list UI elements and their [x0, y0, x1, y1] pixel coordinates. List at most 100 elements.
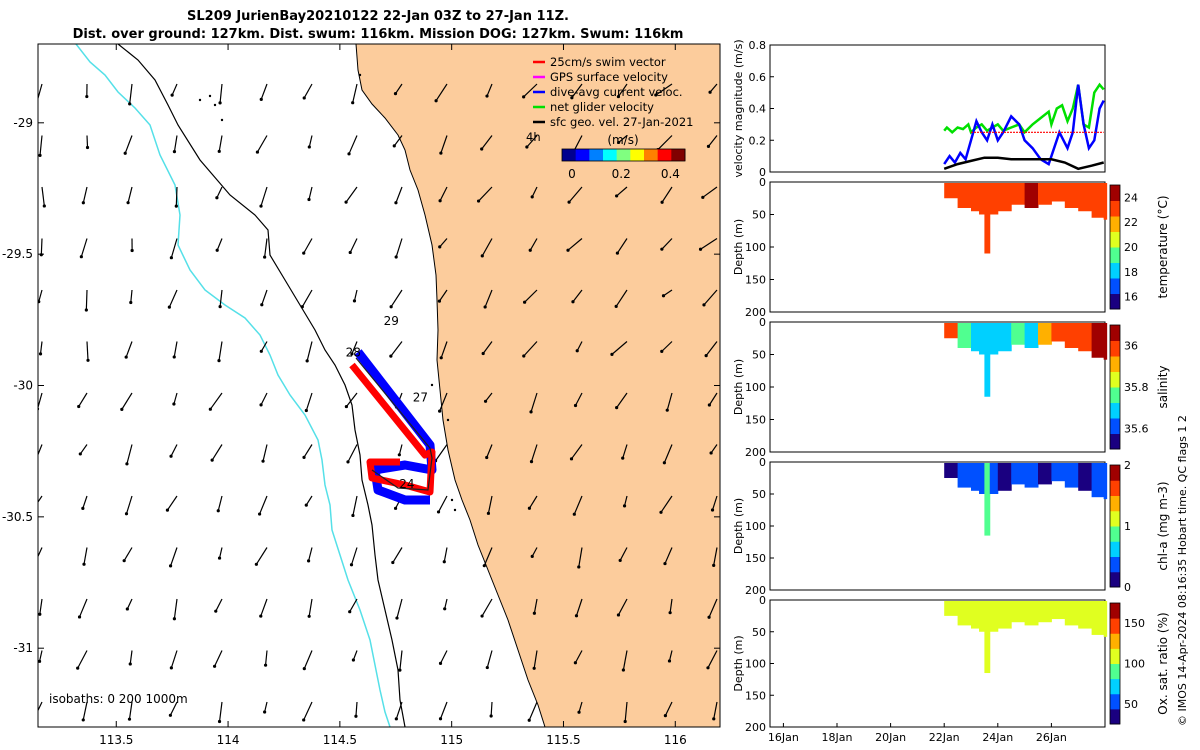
velocity-vector: [173, 598, 178, 619]
velocity-vector: [523, 83, 538, 98]
x-tick-label: 24Jan: [982, 731, 1013, 744]
velocity-vector: [666, 392, 673, 411]
colorbar-tick: 1: [1124, 520, 1131, 533]
section-cell: [979, 601, 985, 632]
velocity-vector: [578, 547, 583, 568]
velocity-vector-head: [344, 404, 349, 409]
velocity-vector-head: [525, 145, 529, 149]
velocity-vector-head: [485, 455, 489, 460]
velocity-vector: [262, 444, 268, 462]
velocity-vector: [661, 186, 673, 203]
velocity-vector-head: [169, 666, 173, 670]
velocity-vector: [259, 495, 268, 515]
velocity-vector: [478, 186, 493, 202]
section-cell: [989, 601, 999, 632]
velocity-vector-head: [218, 101, 222, 105]
colorbar-segment: [1110, 371, 1120, 388]
velocity-vector-head: [615, 251, 620, 255]
velocity-vector-head: [571, 300, 575, 304]
island-dot: [430, 383, 434, 387]
velocity-vector: [77, 650, 88, 669]
velocity-vector-head: [575, 349, 579, 353]
velocity-vector-head: [302, 251, 306, 255]
velocity-vector: [568, 186, 583, 203]
colorbar-segment: [1110, 465, 1120, 481]
velocity-vector: [398, 444, 403, 455]
colorbar-frame: [1109, 602, 1121, 725]
velocity-vector-head: [438, 661, 443, 665]
section-cell: [984, 601, 991, 674]
section-cell: [971, 463, 980, 491]
colorbar-segment: [1110, 278, 1120, 294]
velocity-vector: [617, 598, 628, 616]
velocity-vector-head: [572, 512, 576, 516]
section-cell: [1064, 183, 1079, 208]
velocity-vector-head: [706, 144, 711, 148]
velocity-vector-head: [124, 355, 128, 359]
velocity-vector: [707, 135, 718, 147]
colorbar-segment: [1110, 216, 1120, 232]
velocity-vector: [86, 341, 89, 361]
legend-entry: net glider velocity: [550, 100, 654, 114]
velocity-vector-head: [217, 149, 221, 153]
velocity-vector: [708, 598, 718, 618]
y-tick-label: 0: [759, 316, 766, 329]
velocity-vector: [127, 186, 133, 203]
velocity-vector: [530, 444, 538, 462]
velocity-vector-head: [38, 153, 42, 157]
colorbar-segment: [671, 149, 686, 161]
section-cell: [1051, 463, 1066, 482]
velocity-vector-head: [259, 614, 263, 618]
surface-velocity-vectors: [33, 83, 718, 724]
velocity-vector: [483, 547, 493, 566]
velocity-vector: [481, 135, 493, 150]
velocity-vector-head: [709, 451, 713, 455]
velocity-vector: [399, 650, 403, 671]
velocity-series-line: [943, 156, 1105, 171]
velocity-vector: [166, 495, 178, 511]
velocity-vector-head: [615, 194, 619, 198]
velocity-vector-head: [215, 196, 219, 200]
velocity-vector-head: [130, 248, 134, 253]
velocity-vector: [173, 392, 178, 405]
x-tick-label: 115: [440, 733, 463, 747]
velocity-vector-head: [665, 408, 669, 412]
velocity-vector: [256, 135, 268, 153]
velocity-vector: [352, 83, 358, 103]
velocity-vector: [125, 341, 133, 358]
velocity-vector-head: [257, 512, 262, 516]
velocity-vector: [78, 392, 88, 407]
velocity-vector-head: [33, 563, 36, 566]
velocity-vector: [486, 83, 493, 97]
velocity-vector-head: [120, 407, 124, 411]
velocity-vector-head: [392, 144, 396, 148]
velocity-vector: [349, 598, 358, 612]
velocity-vector: [710, 444, 718, 454]
section-cell: [1024, 601, 1039, 626]
velocity-vector-head: [616, 94, 621, 99]
x-tick-label: 115.5: [546, 733, 580, 747]
colorbar-segment: [1110, 663, 1120, 680]
velocity-vector: [121, 392, 133, 410]
velocity-vector-head: [169, 454, 173, 458]
title-line-2: Dist. over ground: 127km. Dist. swum: 11…: [73, 27, 684, 42]
velocity-vector-head: [530, 554, 534, 558]
colorbar-segment: [1110, 185, 1120, 201]
colorbar-segment: [562, 149, 577, 161]
velocity-vector-head: [302, 96, 306, 100]
section-cell: [1051, 601, 1066, 620]
velocity-vector: [700, 237, 718, 250]
velocity-vector: [349, 238, 358, 253]
velocity-vector: [439, 186, 448, 202]
section-cell: [971, 183, 980, 212]
velocity-vector: [306, 341, 313, 361]
velocity-vector: [78, 598, 88, 618]
velocity-vector: [395, 701, 403, 720]
island-dot: [453, 508, 457, 512]
colorbar-label: (m/s): [607, 133, 638, 147]
velocity-vector: [661, 341, 673, 352]
velocity-vector: [345, 392, 358, 407]
colorbar-segment: [1110, 247, 1120, 263]
velocity-vector: [574, 650, 583, 664]
